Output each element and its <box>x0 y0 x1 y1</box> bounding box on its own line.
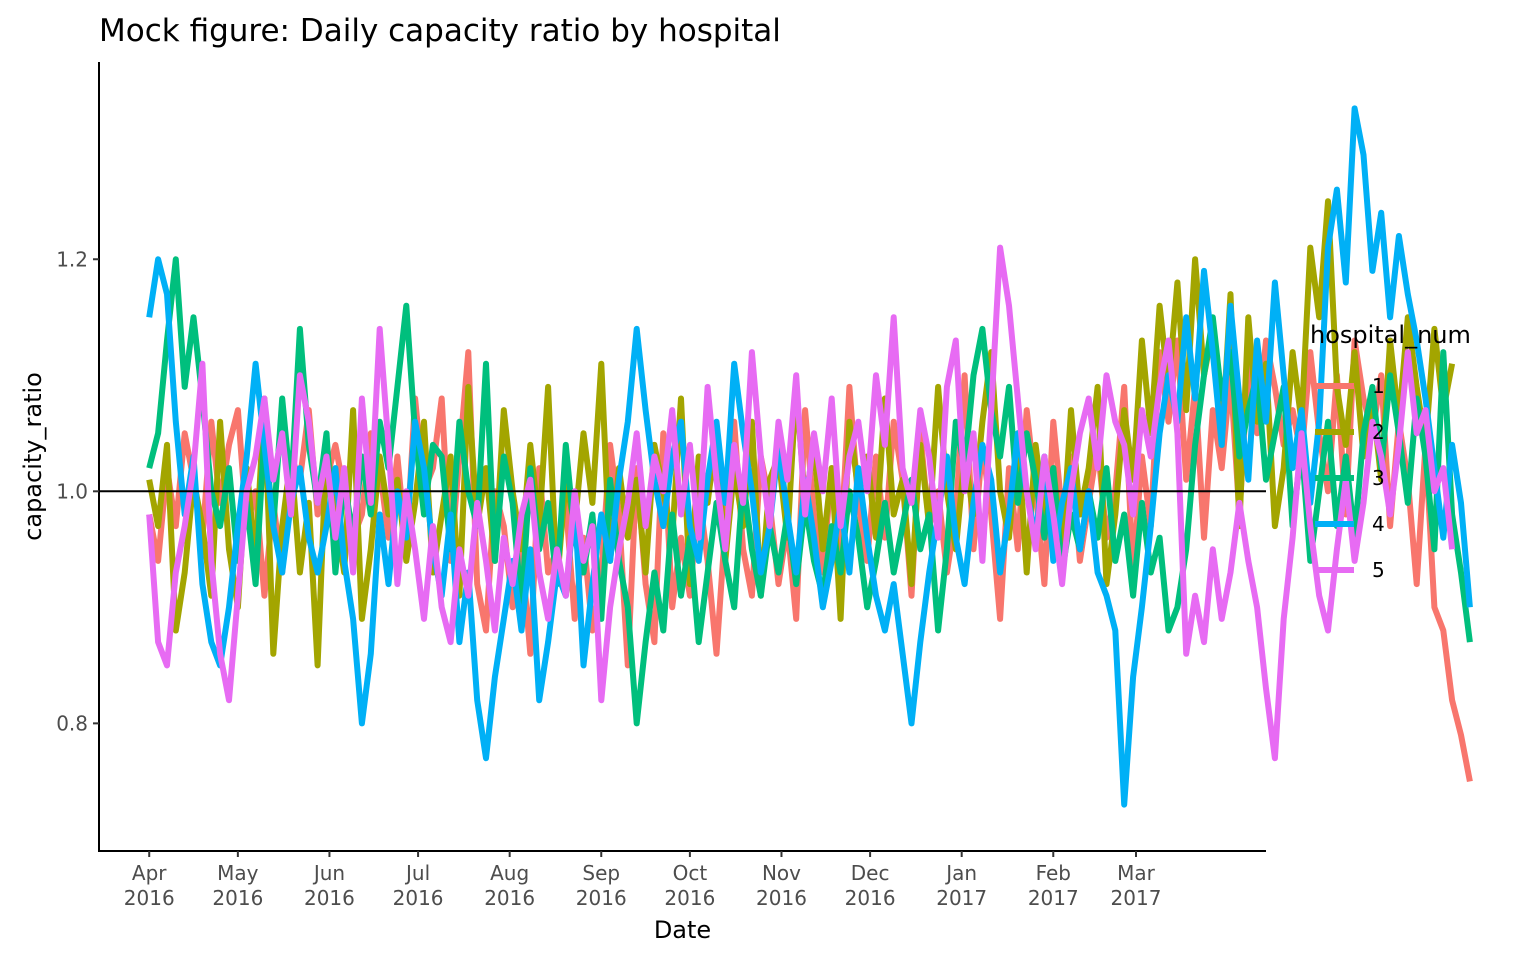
legend-label-5: 5 <box>1372 558 1385 582</box>
x-tick-label-month: Aug <box>490 861 529 885</box>
y-tick-label: 1.0 <box>56 479 88 503</box>
chart-title: Mock figure: Daily capacity ratio by hos… <box>99 13 781 49</box>
legend-label-2: 2 <box>1372 420 1385 444</box>
x-tick-label-year: 2016 <box>393 886 444 910</box>
x-tick-label-month: Oct <box>673 861 708 885</box>
y-tick-label: 0.8 <box>56 711 88 735</box>
x-tick-label-year: 2016 <box>845 886 896 910</box>
y-axis-title: capacity_ratio <box>19 372 47 541</box>
x-tick-label-year: 2017 <box>1028 886 1079 910</box>
legend-label-3: 3 <box>1372 466 1385 490</box>
x-tick-label-month: Jun <box>312 861 345 885</box>
legend-title: hospital_num <box>1310 321 1471 349</box>
x-tick-label-year: 2016 <box>212 886 263 910</box>
x-tick-label-month: Sep <box>582 861 620 885</box>
x-tick-label-year: 2017 <box>1111 886 1162 910</box>
x-tick-label-month: Feb <box>1036 861 1071 885</box>
plot-lines <box>146 105 1473 808</box>
x-axis-title: Date <box>654 916 711 944</box>
legend-label-4: 4 <box>1372 512 1385 536</box>
legend-label-1: 1 <box>1372 374 1385 398</box>
x-tick-label-year: 2016 <box>756 886 807 910</box>
x-axis-ticks: Apr2016May2016Jun2016Jul2016Aug2016Sep20… <box>124 851 1162 910</box>
y-axis-ticks: 0.8 1.0 1.2 <box>56 247 99 735</box>
axes <box>98 62 1266 852</box>
y-tick-label: 1.2 <box>56 247 88 271</box>
x-tick-label-month: Nov <box>762 861 801 885</box>
x-tick-label-month: Jul <box>404 861 430 885</box>
x-tick-label-year: 2016 <box>124 886 175 910</box>
x-tick-label-month: Mar <box>1117 861 1156 885</box>
x-tick-label-year: 2016 <box>304 886 355 910</box>
x-tick-label-month: Jan <box>944 861 977 885</box>
x-tick-label-month: Dec <box>851 861 890 885</box>
x-tick-label-year: 2016 <box>484 886 535 910</box>
series-line-4 <box>146 105 1473 808</box>
x-tick-label-month: May <box>217 861 259 885</box>
x-tick-label-year: 2016 <box>664 886 715 910</box>
legend-items: 1 2 3 4 5 <box>1315 374 1385 582</box>
x-tick-label-year: 2017 <box>936 886 987 910</box>
legend: hospital_num 1 2 3 4 5 <box>1310 321 1471 582</box>
x-tick-label-month: Apr <box>132 861 167 885</box>
series-line-5 <box>146 244 1456 762</box>
x-tick-label-year: 2016 <box>576 886 627 910</box>
